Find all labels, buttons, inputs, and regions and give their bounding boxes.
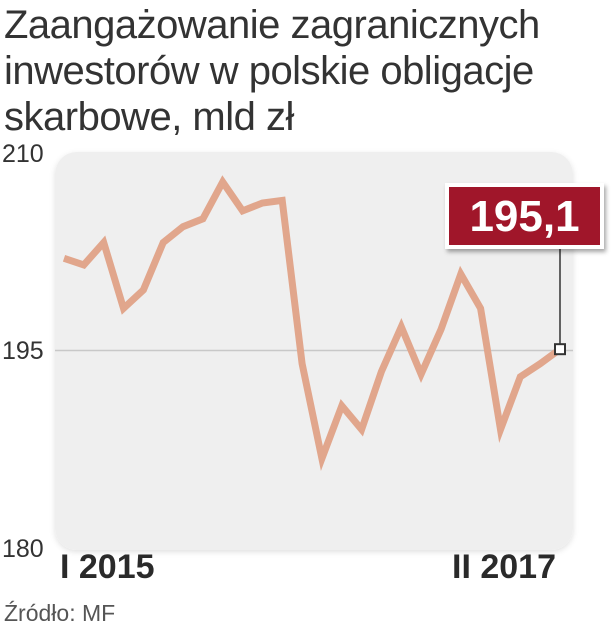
x-end-label: II 2017 (452, 548, 556, 586)
last-point-marker (554, 343, 566, 356)
y-tick-label-195: 195 (2, 337, 44, 365)
value-badge-label: 195,1 (469, 192, 579, 241)
source-note: Źródło: MF (4, 600, 116, 626)
chart-title-line-3: skarbowe, mld zł (4, 95, 294, 139)
x-start-label: I 2015 (60, 548, 155, 586)
chart-title-line-1: Zaangażowanie zagranicznych (4, 3, 540, 47)
chart-title: Zaangażowanie zagranicznych inwestorów w… (4, 2, 604, 140)
y-tick-label-210: 210 (2, 140, 44, 168)
value-badge (445, 183, 604, 249)
y-tick-label-180: 180 (2, 535, 44, 563)
chart-title-line-2: inwestorów w polskie obligacje (4, 49, 534, 93)
series-line (62, 175, 563, 471)
